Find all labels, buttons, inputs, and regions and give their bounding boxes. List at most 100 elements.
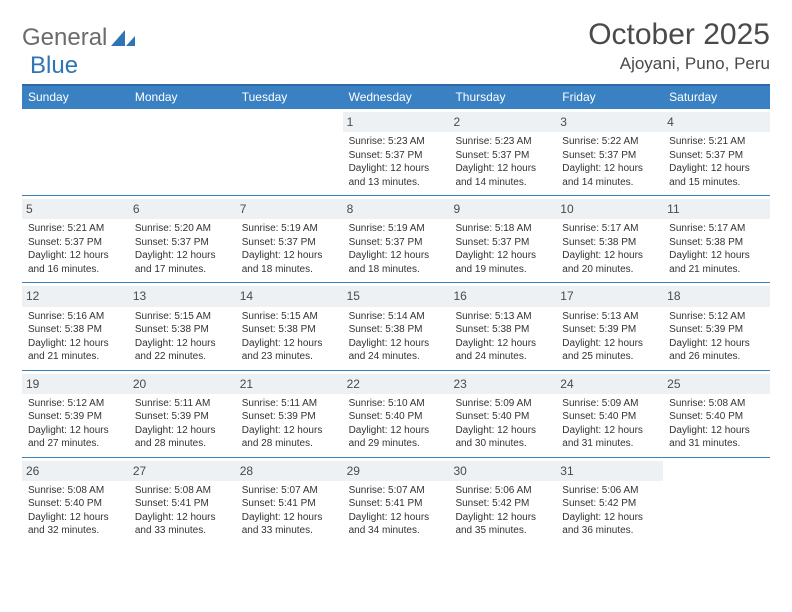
calendar-cell: 5 Sunrise: 5:21 AMSunset: 5:37 PMDaylight… <box>22 196 129 282</box>
calendar-cell: 6Sunrise: 5:20 AMSunset: 5:37 PMDaylight… <box>129 196 236 282</box>
day-number: 14 <box>236 286 343 306</box>
sunrise-text: Sunrise: 5:22 AM <box>562 135 658 149</box>
sunrise-text: Sunrise: 5:16 AM <box>28 310 124 324</box>
day-number: 27 <box>129 461 236 481</box>
sunrise-text: Sunrise: 5:15 AM <box>242 310 338 324</box>
brand-logo: General <box>22 18 137 52</box>
sunrise-text: Sunrise: 5:12 AM <box>669 310 765 324</box>
daylight-text: Daylight: 12 hours and 21 minutes. <box>669 249 765 276</box>
sunset-text: Sunset: 5:39 PM <box>242 410 338 424</box>
sunset-text: Sunset: 5:41 PM <box>135 497 231 511</box>
daylight-text: Daylight: 12 hours and 14 minutes. <box>455 162 551 189</box>
sunrise-text: Sunrise: 5:18 AM <box>455 222 551 236</box>
day-number: 9 <box>449 199 556 219</box>
sunset-text: Sunset: 5:40 PM <box>562 410 658 424</box>
sunrise-text: Sunrise: 5:09 AM <box>562 397 658 411</box>
calendar-cell: 15Sunrise: 5:14 AMSunset: 5:38 PMDayligh… <box>343 283 450 369</box>
sunset-text: Sunset: 5:38 PM <box>135 323 231 337</box>
day-number: 21 <box>236 374 343 394</box>
calendar-cell: 19Sunrise: 5:12 AMSunset: 5:39 PMDayligh… <box>22 371 129 457</box>
sunset-text: Sunset: 5:37 PM <box>349 149 445 163</box>
calendar-cell: 13Sunrise: 5:15 AMSunset: 5:38 PMDayligh… <box>129 283 236 369</box>
calendar-body: 1Sunrise: 5:23 AMSunset: 5:37 PMDaylight… <box>22 109 770 544</box>
day-number: 1 <box>343 112 450 132</box>
weekday-mon: Monday <box>129 86 236 109</box>
sunrise-text: Sunrise: 5:13 AM <box>562 310 658 324</box>
calendar-week: 5Sunrise: 5:21 AMSunset: 5:37 PMDaylight… <box>22 195 770 282</box>
day-number: 23 <box>449 374 556 394</box>
sunset-text: Sunset: 5:37 PM <box>669 149 765 163</box>
sunset-text: Sunset: 5:37 PM <box>562 149 658 163</box>
sunset-text: Sunset: 5:38 PM <box>455 323 551 337</box>
day-number <box>236 112 343 132</box>
page-title: October 2025 <box>588 18 770 52</box>
location-label: Ajoyani, Puno, Peru <box>588 54 770 74</box>
day-number: 16 <box>449 286 556 306</box>
daylight-text: Daylight: 12 hours and 35 minutes. <box>455 511 551 538</box>
calendar-week: 26Sunrise: 5:08 AMSunset: 5:40 PMDayligh… <box>22 457 770 544</box>
daylight-text: Daylight: 12 hours and 25 minutes. <box>562 337 658 364</box>
daylight-text: Daylight: 12 hours and 27 minutes. <box>28 424 124 451</box>
calendar-cell: 3Sunrise: 5:22 AMSunset: 5:37 PMDaylight… <box>556 109 663 195</box>
daylight-text: Daylight: 12 hours and 13 minutes. <box>349 162 445 189</box>
calendar-cell <box>129 109 236 195</box>
sunset-text: Sunset: 5:37 PM <box>349 236 445 250</box>
weekday-fri: Friday <box>556 86 663 109</box>
sunrise-text: Sunrise: 5:08 AM <box>28 484 124 498</box>
daylight-text: Daylight: 12 hours and 32 minutes. <box>28 511 124 538</box>
sunset-text: Sunset: 5:40 PM <box>349 410 445 424</box>
sunrise-text: Sunrise: 5:08 AM <box>669 397 765 411</box>
sunset-text: Sunset: 5:42 PM <box>455 497 551 511</box>
calendar-week: 12Sunrise: 5:16 AMSunset: 5:38 PMDayligh… <box>22 282 770 369</box>
sunrise-text: Sunrise: 5:17 AM <box>562 222 658 236</box>
sunset-text: Sunset: 5:37 PM <box>28 236 124 250</box>
sunrise-text: Sunrise: 5:09 AM <box>455 397 551 411</box>
day-number: 15 <box>343 286 450 306</box>
daylight-text: Daylight: 12 hours and 19 minutes. <box>455 249 551 276</box>
calendar-cell: 11Sunrise: 5:17 AMSunset: 5:38 PMDayligh… <box>663 196 770 282</box>
day-number: 22 <box>343 374 450 394</box>
sunrise-text: Sunrise: 5:08 AM <box>135 484 231 498</box>
daylight-text: Daylight: 12 hours and 15 minutes. <box>669 162 765 189</box>
daylight-text: Daylight: 12 hours and 20 minutes. <box>562 249 658 276</box>
calendar-cell: 27Sunrise: 5:08 AMSunset: 5:41 PMDayligh… <box>129 458 236 544</box>
day-number: 8 <box>343 199 450 219</box>
sunrise-text: Sunrise: 5:23 AM <box>349 135 445 149</box>
calendar-cell: 23Sunrise: 5:09 AMSunset: 5:40 PMDayligh… <box>449 371 556 457</box>
day-number: 6 <box>129 199 236 219</box>
title-block: October 2025 Ajoyani, Puno, Peru <box>588 18 770 74</box>
day-number <box>22 112 129 132</box>
sunset-text: Sunset: 5:38 PM <box>28 323 124 337</box>
sunset-text: Sunset: 5:40 PM <box>455 410 551 424</box>
sunset-text: Sunset: 5:40 PM <box>28 497 124 511</box>
calendar-week: 19Sunrise: 5:12 AMSunset: 5:39 PMDayligh… <box>22 370 770 457</box>
calendar-cell: 29Sunrise: 5:07 AMSunset: 5:41 PMDayligh… <box>343 458 450 544</box>
daylight-text: Daylight: 12 hours and 22 minutes. <box>135 337 231 364</box>
sunset-text: Sunset: 5:39 PM <box>669 323 765 337</box>
daylight-text: Daylight: 12 hours and 23 minutes. <box>242 337 338 364</box>
day-number: 12 <box>22 286 129 306</box>
daylight-text: Daylight: 12 hours and 31 minutes. <box>562 424 658 451</box>
daylight-text: Daylight: 12 hours and 16 minutes. <box>28 249 124 276</box>
sunset-text: Sunset: 5:41 PM <box>242 497 338 511</box>
day-number: 11 <box>663 199 770 219</box>
calendar-cell: 14Sunrise: 5:15 AMSunset: 5:38 PMDayligh… <box>236 283 343 369</box>
daylight-text: Daylight: 12 hours and 21 minutes. <box>28 337 124 364</box>
sunrise-text: Sunrise: 5:21 AM <box>28 222 124 236</box>
calendar-cell: 2Sunrise: 5:23 AMSunset: 5:37 PMDaylight… <box>449 109 556 195</box>
sunset-text: Sunset: 5:39 PM <box>28 410 124 424</box>
day-number: 31 <box>556 461 663 481</box>
calendar-cell <box>236 109 343 195</box>
sunset-text: Sunset: 5:37 PM <box>242 236 338 250</box>
day-number: 5 <box>22 199 129 219</box>
sunrise-text: Sunrise: 5:20 AM <box>135 222 231 236</box>
sunset-text: Sunset: 5:39 PM <box>562 323 658 337</box>
daylight-text: Daylight: 12 hours and 14 minutes. <box>562 162 658 189</box>
weekday-sun: Sunday <box>22 86 129 109</box>
calendar-cell: 30Sunrise: 5:06 AMSunset: 5:42 PMDayligh… <box>449 458 556 544</box>
sunrise-text: Sunrise: 5:06 AM <box>455 484 551 498</box>
sunrise-text: Sunrise: 5:21 AM <box>669 135 765 149</box>
sunrise-text: Sunrise: 5:07 AM <box>242 484 338 498</box>
day-number: 7 <box>236 199 343 219</box>
sunset-text: Sunset: 5:40 PM <box>669 410 765 424</box>
